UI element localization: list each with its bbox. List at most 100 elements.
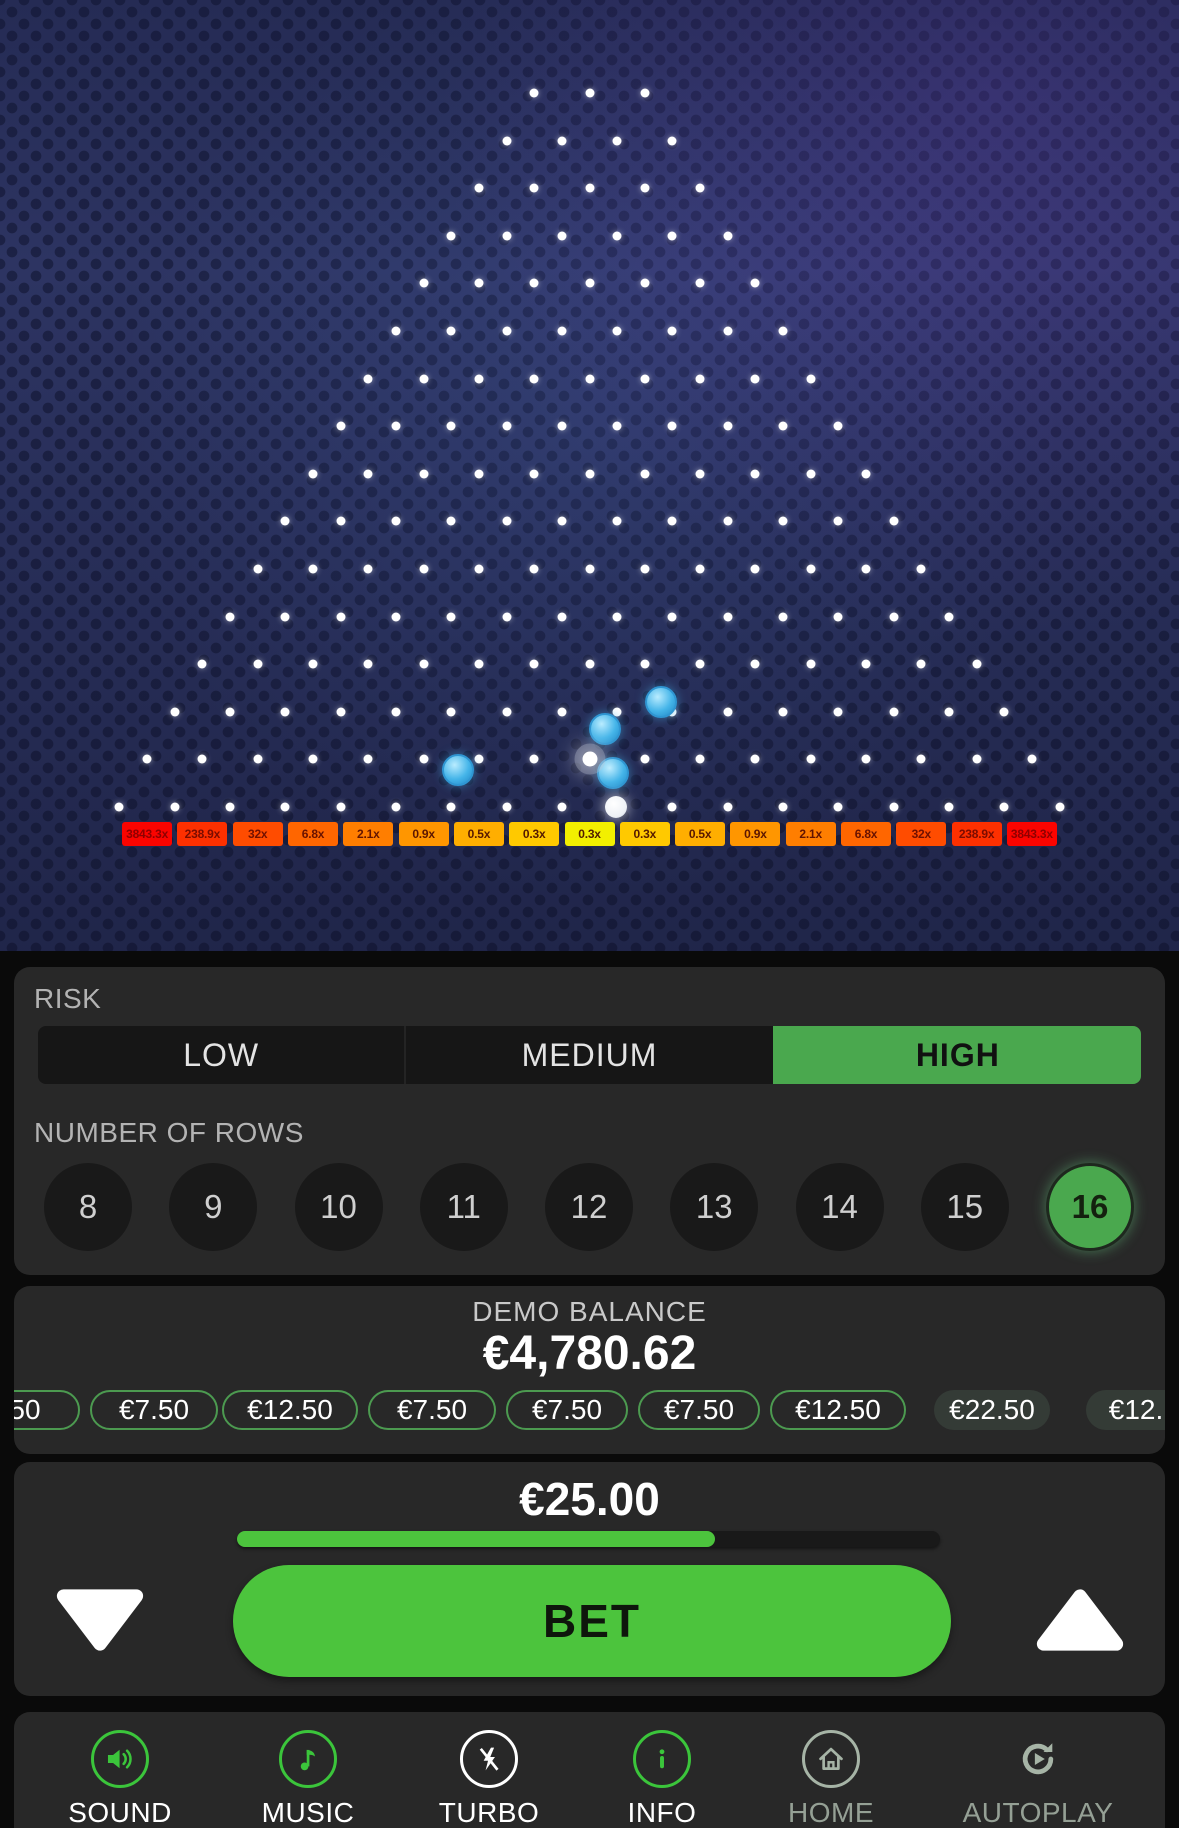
- peg: [474, 564, 484, 574]
- nav-music-button[interactable]: MUSIC: [223, 1730, 393, 1828]
- peg: [419, 754, 429, 764]
- peg: [833, 421, 843, 431]
- peg: [723, 421, 733, 431]
- turbo-off-icon: [460, 1730, 518, 1788]
- multiplier-slot: 0.9x: [730, 822, 781, 846]
- peg: [557, 612, 567, 622]
- peg: [640, 183, 650, 193]
- peg: [253, 564, 263, 574]
- nav-info-label: INFO: [627, 1797, 697, 1828]
- peg: [889, 516, 899, 526]
- nav-autoplay-button[interactable]: AUTOPLAY: [953, 1730, 1123, 1828]
- chip-12.50[interactable]: €12.50: [222, 1390, 358, 1430]
- bet-decrease-button[interactable]: [54, 1586, 146, 1654]
- peg: [363, 754, 373, 764]
- peg: [419, 659, 429, 669]
- risk-high-button[interactable]: HIGH: [772, 1026, 1141, 1084]
- rows-16-button[interactable]: 16: [1046, 1163, 1134, 1251]
- peg: [667, 612, 677, 622]
- bet-increase-button[interactable]: [1034, 1586, 1126, 1654]
- peg: [529, 183, 539, 193]
- peg: [695, 374, 705, 384]
- peg: [833, 707, 843, 717]
- peg: [474, 469, 484, 479]
- nav-turbo-button[interactable]: TURBO: [404, 1730, 574, 1828]
- rows-15-button[interactable]: 15: [920, 1163, 1009, 1251]
- peg: [336, 802, 346, 812]
- rows-11-button[interactable]: 11: [419, 1163, 508, 1251]
- peg: [502, 516, 512, 526]
- peg: [474, 754, 484, 764]
- peg: [474, 374, 484, 384]
- peg: [750, 659, 760, 669]
- rows-14-button[interactable]: 14: [795, 1163, 884, 1251]
- peg: [363, 374, 373, 384]
- peg: [253, 754, 263, 764]
- chip-12.[interactable]: €12.: [1086, 1390, 1165, 1430]
- risk-label: RISK: [34, 983, 102, 1014]
- peg: [612, 612, 622, 622]
- chip-7.50[interactable]: €7.50: [90, 1390, 218, 1430]
- chip-50[interactable]: 50: [14, 1390, 80, 1430]
- peg: [833, 612, 843, 622]
- peg: [723, 326, 733, 336]
- peg: [1027, 754, 1037, 764]
- peg: [308, 564, 318, 574]
- peg: [585, 374, 594, 384]
- peg: [889, 802, 899, 812]
- peg: [474, 183, 484, 193]
- peg: [778, 612, 788, 622]
- chip-22.50[interactable]: €22.50: [934, 1390, 1050, 1430]
- peg: [391, 326, 401, 336]
- nav-info-button[interactable]: INFO: [577, 1730, 747, 1828]
- peg: [723, 707, 733, 717]
- peg: [336, 421, 346, 431]
- ball-white: [605, 796, 627, 818]
- music-note-icon: [279, 1730, 337, 1788]
- nav-sound-button[interactable]: SOUND: [35, 1730, 205, 1828]
- rows-9-button[interactable]: 9: [169, 1163, 258, 1251]
- peg: [723, 231, 733, 241]
- peg: [944, 707, 954, 717]
- chip-12.50[interactable]: €12.50: [770, 1390, 906, 1430]
- peg: [446, 707, 456, 717]
- bet-amount: €25.00: [519, 1473, 660, 1525]
- peg: [419, 469, 429, 479]
- rows-10-button[interactable]: 10: [294, 1163, 383, 1251]
- risk-low-button[interactable]: LOW: [38, 1026, 405, 1084]
- peg: [419, 278, 429, 288]
- nav-autoplay-label: AUTOPLAY: [962, 1797, 1114, 1828]
- peg: [308, 469, 318, 479]
- peg: [336, 707, 346, 717]
- chip-strip[interactable]: 50 €7.50 €12.50 €7.50 €7.50 €7.50 €12.50 €22.50…: [14, 1390, 1165, 1432]
- risk-medium-button[interactable]: MEDIUM: [404, 1026, 773, 1084]
- multiplier-slot: 238.9x: [177, 822, 228, 846]
- bet-button[interactable]: BET: [233, 1565, 951, 1677]
- peg: [502, 802, 512, 812]
- chip-7.50[interactable]: €7.50: [638, 1390, 760, 1430]
- peg: [225, 612, 235, 622]
- peg: [695, 183, 705, 193]
- rows-13-button[interactable]: 13: [670, 1163, 759, 1251]
- peg: [585, 278, 594, 288]
- peg: [695, 659, 705, 669]
- ball-white: [582, 751, 598, 767]
- peg: [363, 659, 373, 669]
- peg: [363, 469, 373, 479]
- peg: [944, 802, 954, 812]
- chip-7.50[interactable]: €7.50: [506, 1390, 628, 1430]
- peg: [446, 516, 456, 526]
- peg: [170, 707, 180, 717]
- ball-blue: [442, 754, 474, 786]
- peg: [778, 326, 788, 336]
- rows-8-button[interactable]: 8: [44, 1163, 132, 1251]
- rows-12-button[interactable]: 12: [545, 1163, 633, 1251]
- multiplier-slot: 2.1x: [785, 822, 836, 846]
- nav-home-button[interactable]: HOME: [746, 1730, 916, 1828]
- peg: [723, 802, 733, 812]
- peg: [806, 564, 816, 574]
- peg: [667, 516, 677, 526]
- peg: [557, 421, 567, 431]
- multiplier-slot: 0.3x: [619, 822, 670, 846]
- chip-7.50[interactable]: €7.50: [368, 1390, 496, 1430]
